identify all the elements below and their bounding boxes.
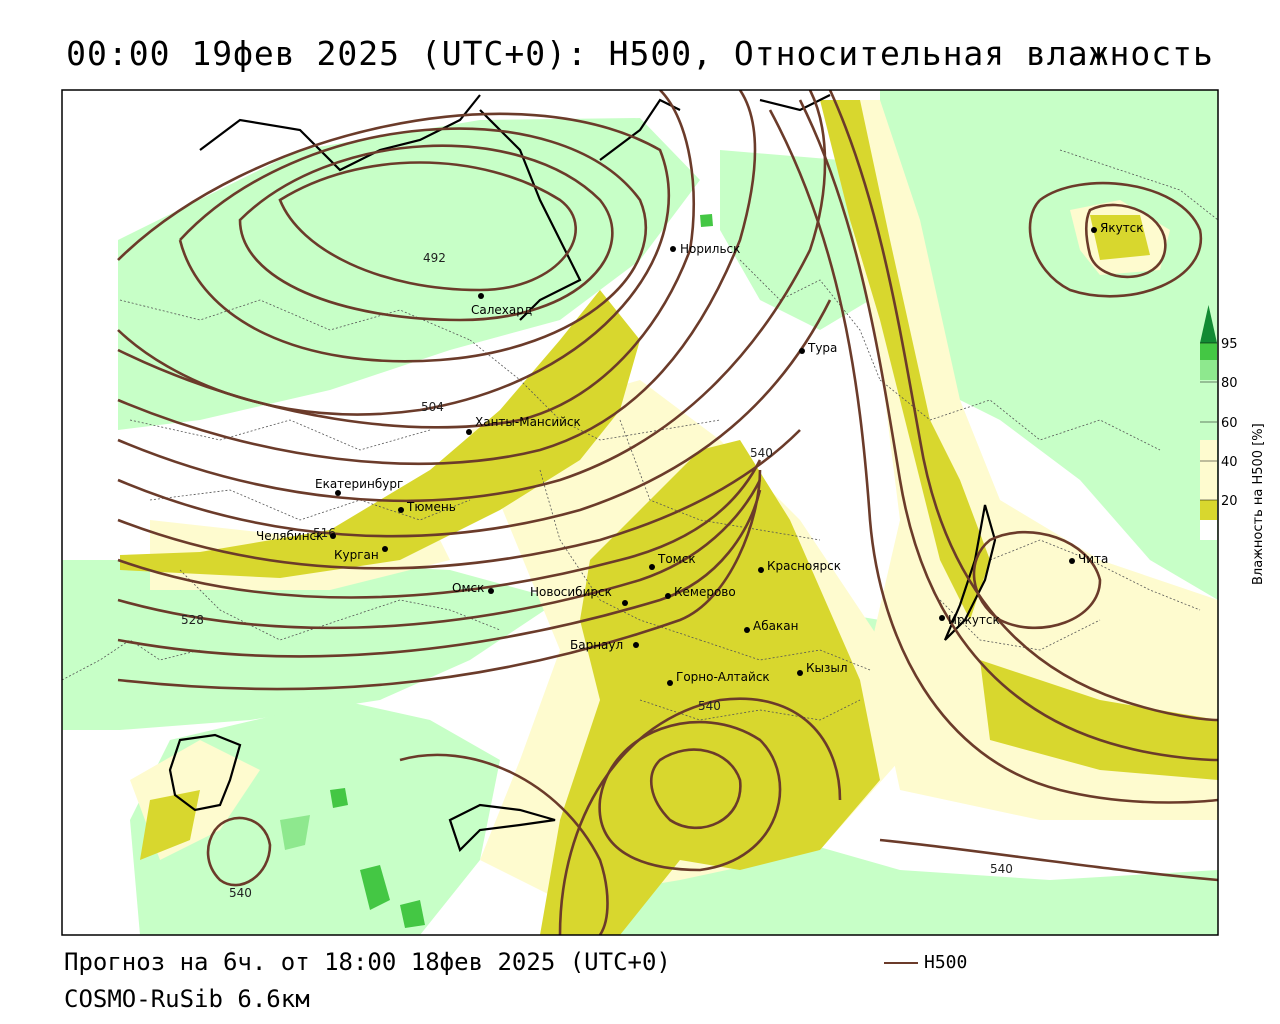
city-yekaterinburg: Екатеринбург	[315, 477, 403, 496]
city-label: Новосибирск	[530, 585, 612, 599]
h500-legend-label: H500	[924, 952, 968, 973]
city-gorno-altaysk: Горно-Алтайск	[667, 670, 770, 686]
h500-contours	[117, 90, 1218, 935]
city-label: Якутск	[1100, 221, 1144, 235]
map-title: 00:00 19фев 2025 (UTC+0): H500, Относите…	[66, 34, 1214, 73]
city-label: Томск	[657, 552, 696, 566]
city-label: Тюмень	[406, 500, 456, 514]
city-label: Тура	[807, 341, 837, 355]
city-khanty-mansiysk: Ханты-Мансийск	[466, 415, 581, 435]
region-borders	[62, 149, 1218, 721]
city-label: Барнаул	[570, 638, 623, 652]
colorbar-tick: 40	[1221, 455, 1238, 470]
contour-label: 540	[990, 862, 1013, 876]
map-frame	[61, 89, 1219, 936]
colorbar-segment	[1200, 460, 1217, 500]
contour-label: 540	[698, 699, 721, 713]
colorbar-tick: 20	[1221, 494, 1238, 509]
city-label: Кемерово	[674, 585, 736, 599]
city-barnaul: Барнаул	[570, 638, 639, 652]
colorbar-title: Влажность на H500 [%]	[1251, 423, 1266, 585]
city-label: Курган	[334, 548, 379, 562]
city-tomsk: Томск	[649, 552, 696, 570]
city-novosibirsk: Новосибирск	[530, 585, 628, 606]
colorbar-segment	[1200, 500, 1217, 520]
city-salekhard: Салехард	[471, 293, 532, 317]
colorbar-segment	[1200, 420, 1217, 440]
h500-legend-line	[884, 962, 918, 964]
city-omsk: Омск	[452, 581, 494, 595]
city-label: Челябинск	[256, 529, 323, 543]
city-krasnoyarsk: Красноярск	[758, 559, 841, 573]
city-label: Кызыл	[806, 661, 848, 675]
city-label: Красноярск	[767, 559, 841, 573]
colorbar-segment	[1200, 360, 1217, 380]
colorbar-segment	[1200, 380, 1217, 420]
contour-label: 504	[421, 400, 444, 414]
colorbar-arrow	[1200, 305, 1217, 343]
colorbar-tick: 60	[1221, 416, 1238, 431]
city-chelyabinsk: Челябинск	[256, 529, 336, 543]
city-label: Иркутск	[948, 613, 1000, 627]
city-label: Чита	[1078, 552, 1108, 566]
city-kurgan: Курган	[334, 546, 388, 562]
city-tyumen: Тюмень	[398, 500, 456, 514]
city-label: Норильск	[680, 242, 740, 256]
city-irkutsk: Иркутск	[939, 613, 1000, 627]
city-norilsk: Норильск	[670, 242, 740, 256]
contour-label: 540	[750, 446, 773, 460]
city-label: Салехард	[471, 303, 532, 317]
colorbar-tick: 95	[1221, 337, 1238, 352]
model-text: COSMO-RuSib 6.6км	[64, 985, 310, 1013]
city-tura: Тура	[799, 341, 837, 355]
city-yakutsk: Якутск	[1091, 221, 1144, 235]
cities: Якутск Норильск Салехард Тура Ханты-Манс…	[256, 221, 1144, 686]
city-abakan: Абакан	[744, 619, 798, 633]
contour-label: 528	[181, 613, 204, 627]
city-chita: Чита	[1069, 552, 1108, 566]
contour-label: 540	[229, 886, 252, 900]
contour-label: 492	[423, 251, 446, 265]
city-label: Омск	[452, 581, 484, 595]
city-label: Екатеринбург	[315, 477, 403, 491]
city-kyzyl: Кызыл	[797, 661, 848, 676]
city-label: Ханты-Мансийск	[475, 415, 581, 429]
city-kemerovo: Кемерово	[665, 585, 736, 599]
city-label: Абакан	[753, 619, 798, 633]
colorbar-segment	[1200, 343, 1217, 360]
colorbar-segment	[1200, 440, 1217, 460]
colorbar: 20 40 60 80 95 Влажность на H500 [%]	[1200, 305, 1266, 585]
forecast-text: Прогноз на 6ч. от 18:00 18фев 2025 (UTC+…	[64, 948, 671, 976]
colorbar-tick: 80	[1221, 376, 1238, 391]
humidity-field	[62, 90, 1218, 935]
contour-labels: 492 504 516 528 540 540 540 540	[181, 251, 1013, 900]
city-label: Горно-Алтайск	[676, 670, 770, 684]
